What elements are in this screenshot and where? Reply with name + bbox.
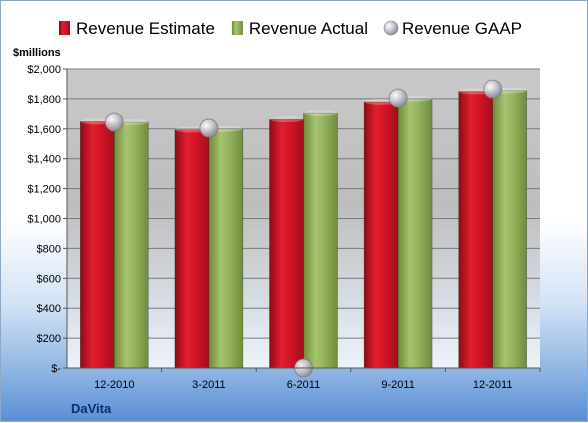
company-label: DaVita: [71, 401, 112, 416]
bar-revenue-estimate: [363, 101, 399, 369]
legend-swatch: [231, 21, 243, 35]
x-tick-label: 3-2011: [192, 379, 225, 391]
bar-revenue-actual: [492, 90, 528, 369]
y-tick-label: $1,800: [27, 94, 61, 106]
x-tick-label: 9-2011: [381, 379, 414, 391]
y-axis: $- $200 $400 $600 $800 $1,000 $1,200 $1,400 $1,6…: [27, 64, 68, 375]
bar-revenue-estimate: [174, 129, 210, 369]
legend-swatch: [59, 21, 70, 35]
bar-revenue-actual: [397, 98, 433, 369]
x-axis: 12-2010 3-2011 6-2011 9-2011 12-2011: [67, 367, 541, 391]
y-tick-label: $2,000: [27, 64, 61, 76]
bar-revenue-estimate: [269, 118, 304, 369]
bar-top-highlight: [303, 110, 338, 117]
bars: [80, 87, 528, 369]
gaap-marker: [104, 112, 124, 132]
y-tick-label: $600: [37, 273, 61, 285]
legend-label: Revenue GAAP: [402, 19, 522, 38]
bar-revenue-estimate: [458, 91, 494, 369]
x-tick-label: 12-2010: [94, 379, 134, 391]
legend-swatch: [383, 20, 399, 36]
y-tick-label: $1,600: [27, 124, 61, 136]
gaap-markers: [104, 79, 503, 378]
gaap-marker: [483, 79, 503, 99]
y-tick-label: $1,000: [27, 214, 61, 226]
bar-revenue-actual: [208, 128, 244, 369]
y-tick-label: $1,400: [27, 154, 61, 166]
x-tick-label: 6-2011: [287, 379, 320, 391]
unit-label: $millions: [13, 47, 61, 59]
legend-label: Revenue Actual: [249, 19, 368, 38]
bar-revenue-estimate: [80, 121, 115, 369]
y-tick-label: $800: [37, 243, 61, 255]
y-tick-label: $-: [51, 363, 61, 375]
gaap-marker: [388, 88, 408, 108]
y-tick-label: $200: [37, 333, 61, 345]
gaap-marker: [199, 118, 219, 138]
legend: Revenue Estimate Revenue Actual Revenue GA…: [59, 19, 522, 38]
bar-revenue-actual: [303, 112, 338, 369]
bar-top-highlight: [269, 116, 304, 123]
bar-revenue-actual: [114, 121, 149, 369]
y-tick-label: $400: [37, 303, 61, 315]
y-tick-label: $1,200: [27, 184, 61, 196]
legend-label: Revenue Estimate: [76, 19, 215, 38]
x-tick-label: 12-2011: [473, 379, 513, 391]
